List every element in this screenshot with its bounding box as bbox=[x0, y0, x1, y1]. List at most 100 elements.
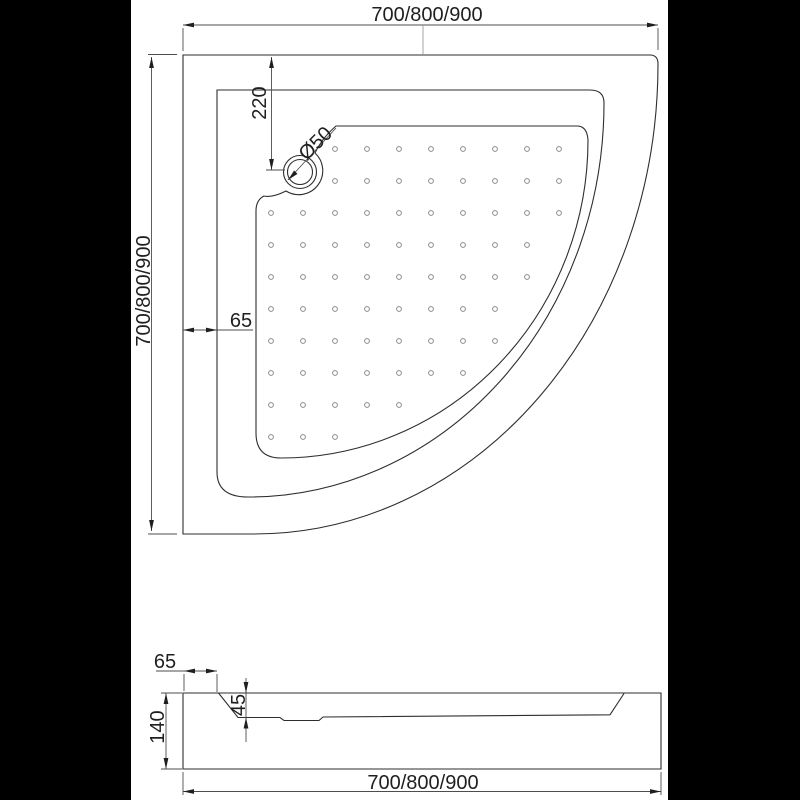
anti-slip-dot bbox=[396, 370, 402, 376]
anti-slip-dot bbox=[332, 274, 338, 280]
anti-slip-dot bbox=[556, 210, 562, 216]
anti-slip-dot bbox=[492, 306, 498, 312]
anti-slip-dot bbox=[396, 274, 402, 280]
anti-slip-dot bbox=[396, 402, 402, 408]
anti-slip-dot bbox=[428, 370, 434, 376]
anti-slip-dot bbox=[268, 338, 274, 344]
anti-slip-dot bbox=[460, 242, 466, 248]
inner-depth-label: 45 bbox=[228, 694, 250, 716]
anti-slip-dot bbox=[460, 274, 466, 280]
rim-width-label: 65 bbox=[230, 310, 252, 332]
anti-slip-dot bbox=[428, 210, 434, 216]
anti-slip-dot bbox=[300, 402, 306, 408]
anti-slip-dot bbox=[332, 402, 338, 408]
top-width-label: 700/800/900 bbox=[371, 4, 482, 26]
side-rim-width-dimension: 65 bbox=[154, 651, 218, 692]
anti-slip-dot bbox=[332, 210, 338, 216]
drain-inner-circle bbox=[286, 158, 314, 186]
anti-slip-dot bbox=[364, 306, 370, 312]
anti-slip-dot bbox=[428, 338, 434, 344]
anti-slip-dot bbox=[300, 274, 306, 280]
drain-offset-label: 220 bbox=[249, 86, 271, 119]
top-width-dimension: 700/800/900 bbox=[182, 4, 659, 54]
side-rim-width-label: 65 bbox=[154, 651, 176, 673]
anti-slip-dot bbox=[492, 274, 498, 280]
anti-slip-dot bbox=[300, 210, 306, 216]
anti-slip-dot bbox=[332, 242, 338, 248]
anti-slip-dot bbox=[396, 146, 402, 152]
anti-slip-dot bbox=[332, 370, 338, 376]
anti-slip-dot bbox=[268, 370, 274, 376]
anti-slip-dot bbox=[268, 274, 274, 280]
anti-slip-dot bbox=[396, 242, 402, 248]
anti-slip-dot bbox=[492, 242, 498, 248]
anti-slip-dot bbox=[524, 242, 530, 248]
anti-slip-dot bbox=[364, 242, 370, 248]
total-height-label: 140 bbox=[147, 710, 169, 743]
anti-slip-dot bbox=[300, 306, 306, 312]
bottom-width-dimension: 700/800/900 bbox=[182, 772, 662, 795]
drain-offset-dimension: 220 bbox=[249, 57, 285, 171]
anti-slip-dot-pattern bbox=[268, 146, 562, 440]
anti-slip-dot bbox=[364, 338, 370, 344]
anti-slip-dot bbox=[460, 210, 466, 216]
bottom-width-label: 700/800/900 bbox=[367, 772, 478, 794]
anti-slip-dot bbox=[300, 434, 306, 440]
anti-slip-dot bbox=[428, 306, 434, 312]
anti-slip-dot bbox=[364, 370, 370, 376]
inner-depth-dimension: 45 bbox=[228, 678, 250, 742]
anti-slip-dot bbox=[332, 338, 338, 344]
left-height-label: 700/800/900 bbox=[133, 235, 155, 346]
anti-slip-dot bbox=[268, 402, 274, 408]
anti-slip-dot bbox=[460, 338, 466, 344]
anti-slip-dot bbox=[396, 306, 402, 312]
anti-slip-dot bbox=[364, 210, 370, 216]
anti-slip-dot bbox=[460, 370, 466, 376]
total-height-dimension: 140 bbox=[147, 692, 182, 770]
anti-slip-dot bbox=[364, 402, 370, 408]
tray-outer-contour bbox=[182, 54, 659, 535]
anti-slip-dot bbox=[492, 146, 498, 152]
anti-slip-dot bbox=[300, 242, 306, 248]
anti-slip-dot bbox=[460, 146, 466, 152]
anti-slip-dot bbox=[428, 178, 434, 184]
anti-slip-dot bbox=[364, 146, 370, 152]
anti-slip-dot bbox=[364, 178, 370, 184]
anti-slip-dot bbox=[396, 178, 402, 184]
side-basin-profile bbox=[218, 692, 625, 722]
tray-rim-contour bbox=[216, 89, 605, 498]
anti-slip-dot bbox=[428, 242, 434, 248]
drawing-page bbox=[131, 0, 668, 800]
anti-slip-dot bbox=[524, 210, 530, 216]
anti-slip-dot bbox=[332, 434, 338, 440]
side-outline bbox=[182, 692, 662, 770]
anti-slip-dot bbox=[524, 146, 530, 152]
left-height-dimension: 700/800/900 bbox=[133, 54, 177, 535]
top-view bbox=[182, 54, 659, 535]
anti-slip-dot bbox=[396, 338, 402, 344]
anti-slip-dot bbox=[428, 146, 434, 152]
anti-slip-dot bbox=[332, 306, 338, 312]
anti-slip-dot bbox=[268, 306, 274, 312]
anti-slip-dot bbox=[428, 274, 434, 280]
anti-slip-dot bbox=[460, 178, 466, 184]
anti-slip-dot bbox=[300, 370, 306, 376]
anti-slip-dot bbox=[268, 434, 274, 440]
anti-slip-dot bbox=[556, 146, 562, 152]
drain-outer-circle bbox=[282, 154, 318, 190]
anti-slip-dot bbox=[556, 178, 562, 184]
anti-slip-dot bbox=[492, 338, 498, 344]
anti-slip-dot bbox=[396, 210, 402, 216]
anti-slip-dot bbox=[460, 306, 466, 312]
rim-width-dimension: 65 bbox=[183, 310, 253, 333]
anti-slip-dot bbox=[300, 338, 306, 344]
anti-slip-dot bbox=[268, 210, 274, 216]
anti-slip-dot bbox=[332, 178, 338, 184]
anti-slip-dot bbox=[364, 274, 370, 280]
anti-slip-dot bbox=[268, 242, 274, 248]
anti-slip-dot bbox=[524, 274, 530, 280]
anti-slip-dot bbox=[332, 146, 338, 152]
anti-slip-dot bbox=[492, 178, 498, 184]
